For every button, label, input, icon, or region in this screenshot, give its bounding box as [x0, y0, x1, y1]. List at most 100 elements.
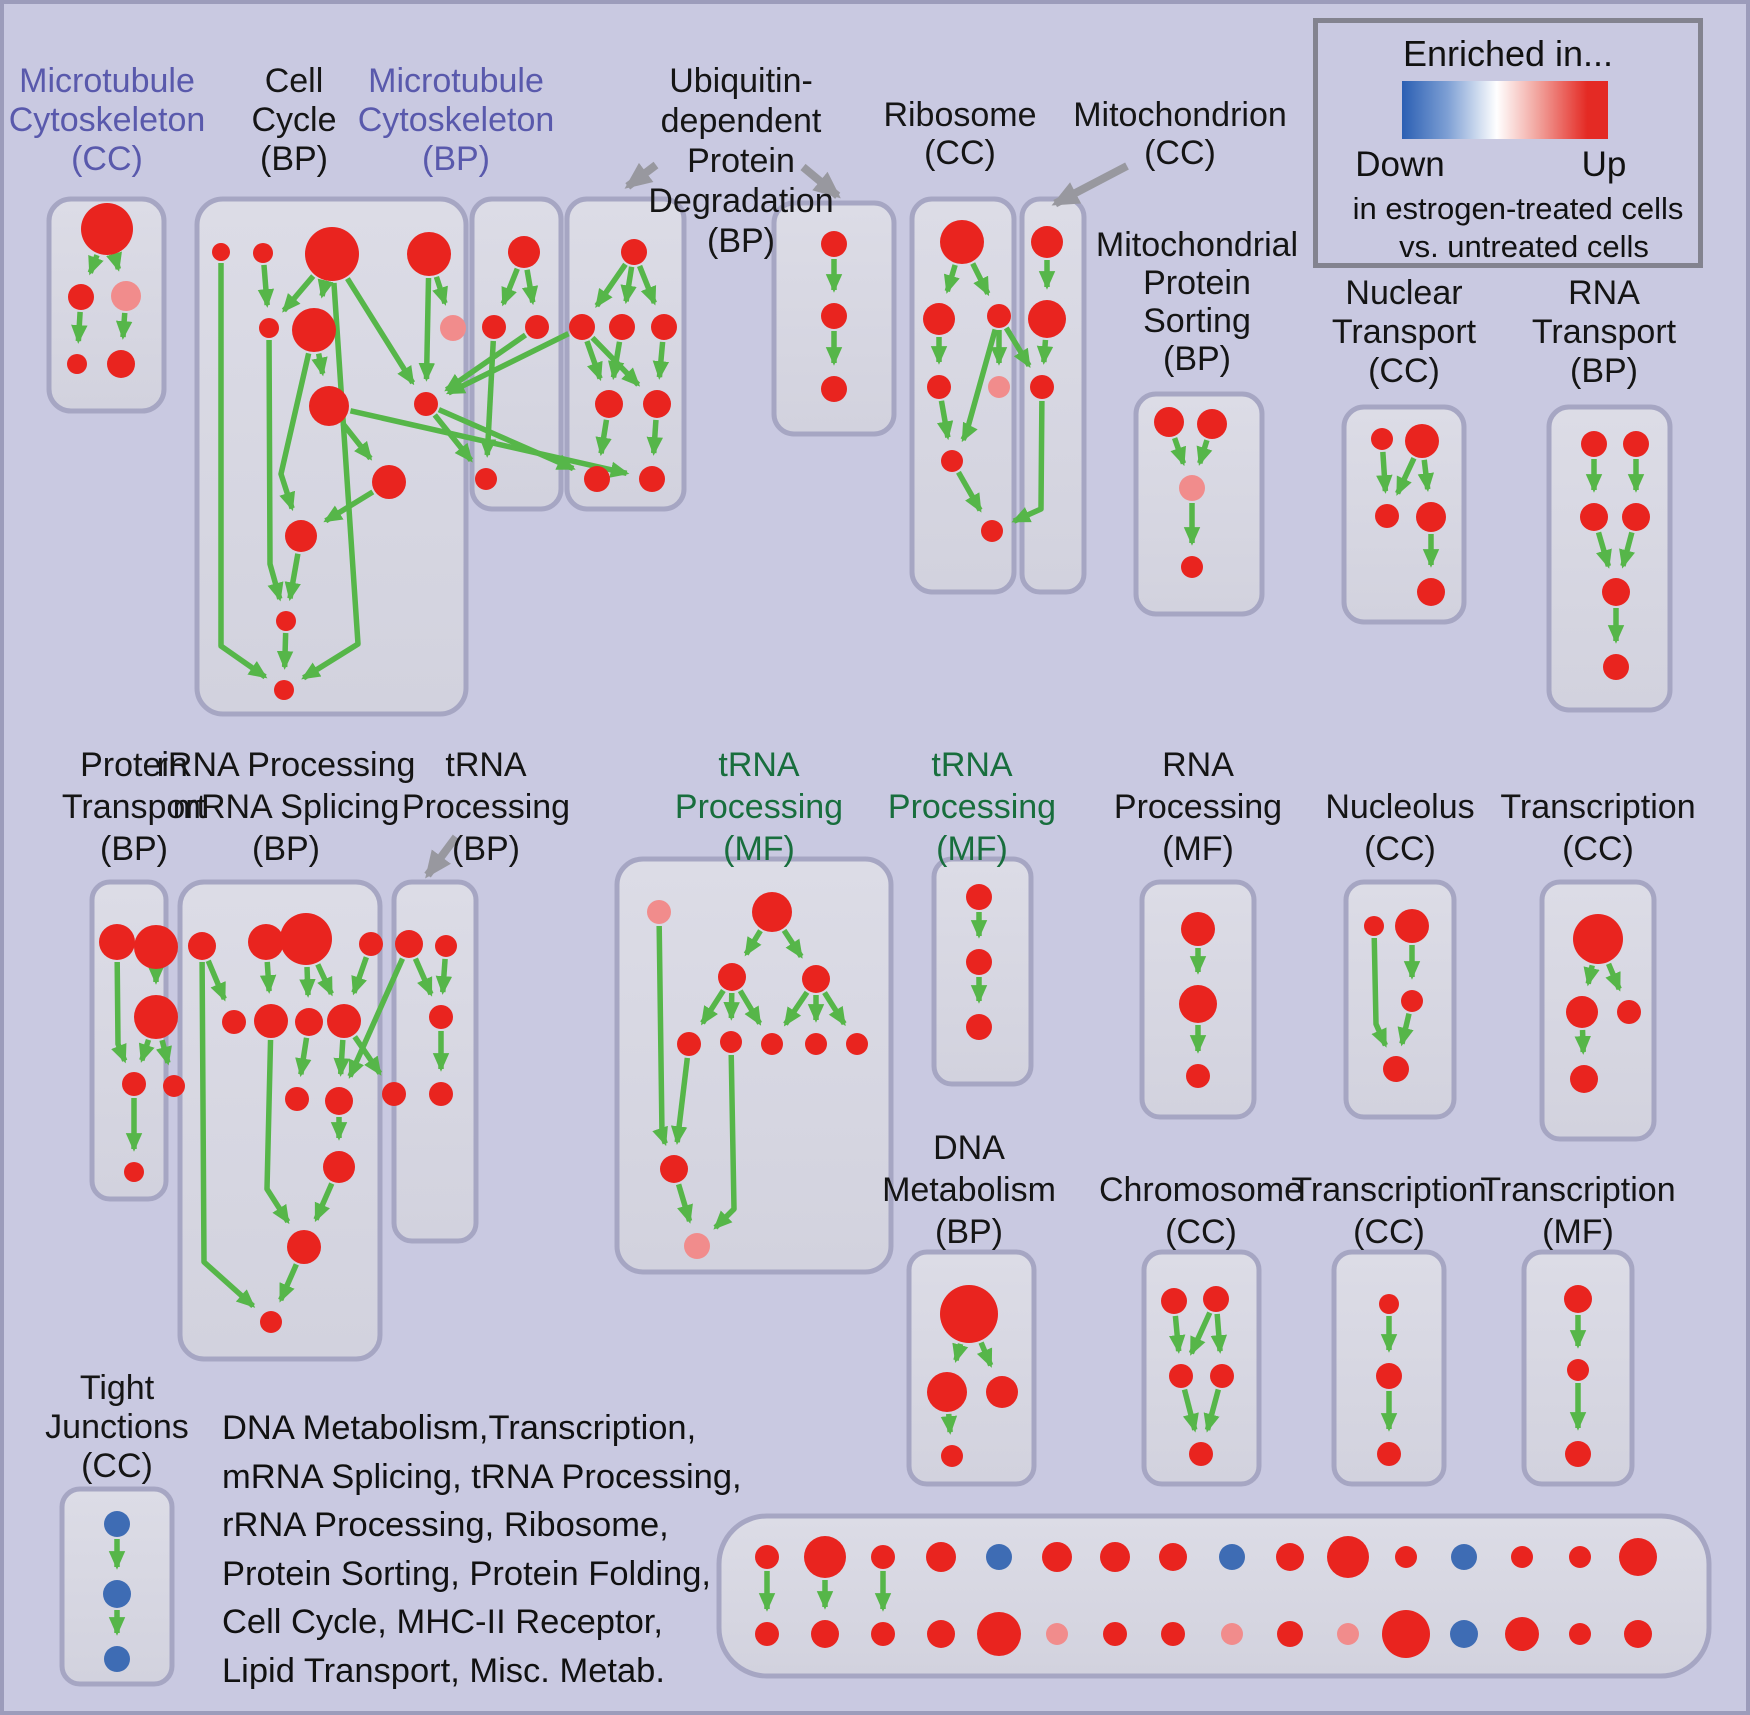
- go-term-node-red: [1573, 914, 1623, 964]
- edge-arrow: [437, 407, 576, 472]
- cluster-box-ribosome-cc: [909, 196, 1017, 595]
- go-term-node-red: [1161, 1288, 1187, 1314]
- mitochondrial-protein-sorting-bp-label: Mitochondrial Protein Sorting (BP): [1096, 226, 1298, 378]
- go-term-node-red: [1371, 428, 1393, 450]
- legend-down-label: Down: [1355, 145, 1445, 184]
- go-term-node-blue: [1451, 1544, 1477, 1570]
- edge-arrow: [936, 400, 954, 441]
- go-term-node-red: [651, 314, 677, 340]
- go-term-node-red: [846, 1033, 868, 1055]
- edge-arrow: [259, 961, 277, 994]
- edge-arrow: [323, 489, 375, 524]
- go-term-node-red: [1416, 502, 1446, 532]
- edge-arrow: [1619, 531, 1636, 569]
- edge-arrow: [205, 959, 227, 1002]
- edge-arrow: [822, 991, 847, 1027]
- go-term-node-red: [940, 220, 984, 264]
- edge-arrow: [313, 1182, 335, 1223]
- go-term-node-red: [163, 1075, 185, 1097]
- legend-title: Enriched in...: [1402, 33, 1614, 74]
- go-term-node-red: [755, 1545, 779, 1569]
- edge-arrow: [743, 929, 763, 957]
- go-term-node-red: [639, 466, 665, 492]
- go-term-node-blue: [103, 1580, 131, 1608]
- go-term-node-red: [99, 924, 135, 960]
- go-term-node-red: [259, 318, 279, 338]
- edge-arrow: [284, 553, 301, 602]
- go-term-node-red: [1181, 556, 1203, 578]
- go-term-node-red: [435, 935, 457, 957]
- go-term-node-red: [134, 995, 178, 1039]
- edge-arrow: [608, 341, 625, 381]
- edge-arrow: [1188, 1311, 1213, 1356]
- go-term-node-red: [81, 203, 133, 255]
- edge-arrow: [299, 966, 316, 998]
- cluster-box-shared-terms-box: [716, 1513, 1712, 1679]
- go-term-node-red: [285, 520, 317, 552]
- edge-arrow: [1181, 1388, 1199, 1433]
- edge-arrow: [1011, 400, 1045, 524]
- go-term-node-red: [977, 1612, 1021, 1656]
- edge-arrow: [432, 275, 448, 306]
- go-term-node-red: [966, 1014, 992, 1040]
- rna-transport-bp-label: RNA Transport (BP): [1532, 274, 1677, 390]
- go-term-node-red: [1028, 300, 1066, 338]
- edge-arrow: [412, 957, 434, 997]
- rrna-processing-label: rRNA Processing mRNA Splicing (BP): [157, 746, 416, 868]
- go-term-node-red: [382, 1082, 406, 1106]
- cell-cycle-bp-label: Cell Cycle (BP): [251, 62, 336, 178]
- go-term-node-red: [761, 1033, 783, 1055]
- edge-arrow: [700, 988, 726, 1026]
- edge-arrow: [155, 1039, 172, 1066]
- go-term-node-red: [1567, 1359, 1589, 1381]
- legend: Enriched in... Down Up in estrogen-treat…: [1313, 18, 1703, 268]
- go-term-node-red: [1100, 1542, 1130, 1572]
- go-term-node-red: [1327, 1536, 1369, 1578]
- edge-arrow: [670, 1057, 691, 1145]
- edge-arrow: [1196, 439, 1213, 466]
- go-term-node-red: [285, 1087, 309, 1111]
- edge-arrow: [620, 266, 637, 305]
- go-term-node-red: [1570, 1065, 1598, 1093]
- shared-terms-note: DNA Metabolism,Transcription, mRNA Splic…: [222, 1404, 742, 1695]
- cluster-box-dna-metabolism-bp: [906, 1249, 1037, 1487]
- go-term-node-red: [609, 314, 635, 340]
- go-term-node-red: [1417, 578, 1445, 606]
- go-term-node-red: [475, 468, 497, 490]
- go-term-node-red: [1154, 407, 1184, 437]
- go-term-node-red: [1377, 1442, 1401, 1466]
- go-term-node-red: [1566, 996, 1598, 1028]
- go-term-node-red: [1161, 1622, 1185, 1646]
- network-diagram: Microtubule Cytoskeleton (CC) Cell Cycle (BP)…: [9, 62, 1712, 1687]
- ubiquitin-degradation-bp-label: Ubiquitin-dependent Protein Degradation (BP…: [648, 62, 833, 260]
- go-term-node-red: [569, 314, 595, 340]
- edge-arrow: [87, 254, 104, 276]
- go-term-node-red: [643, 390, 671, 418]
- go-term-node-red: [1622, 503, 1650, 531]
- go-term-node-red: [188, 932, 216, 960]
- edge-arrow: [418, 277, 436, 382]
- edge-arrow: [1036, 339, 1054, 365]
- edge-arrow: [652, 341, 670, 380]
- edge-arrow: [781, 928, 804, 959]
- edge-arrow: [351, 956, 369, 996]
- go-term-node-red: [1189, 1442, 1213, 1466]
- edge-arrow: [115, 312, 133, 340]
- legend-gradient-bar: [1402, 81, 1608, 139]
- go-term-node-red: [1179, 985, 1217, 1023]
- go-term-nodes: [67, 203, 1657, 1672]
- go-term-node-red: [107, 350, 135, 378]
- mitochondrion-pointer-icon: [1051, 162, 1129, 208]
- edge-arrow: [445, 331, 570, 396]
- edge-arrow: [278, 352, 312, 512]
- ubiquitin-pointer-left-icon: [624, 161, 659, 190]
- go-term-node-red: [1623, 431, 1649, 457]
- protein-transport-bp-label: Protein Transport (BP): [62, 746, 207, 868]
- cluster-labels: Microtubule Cytoskeleton (CC) Cell Cycle (BP)…: [9, 62, 1696, 1485]
- edge-arrow: [106, 251, 122, 272]
- label-pointer-arrows: [424, 161, 1129, 879]
- nucleolus-cc-label: Nucleolus (CC): [1325, 788, 1474, 868]
- go-term-node-red: [68, 284, 94, 310]
- go-term-node-red: [372, 465, 406, 499]
